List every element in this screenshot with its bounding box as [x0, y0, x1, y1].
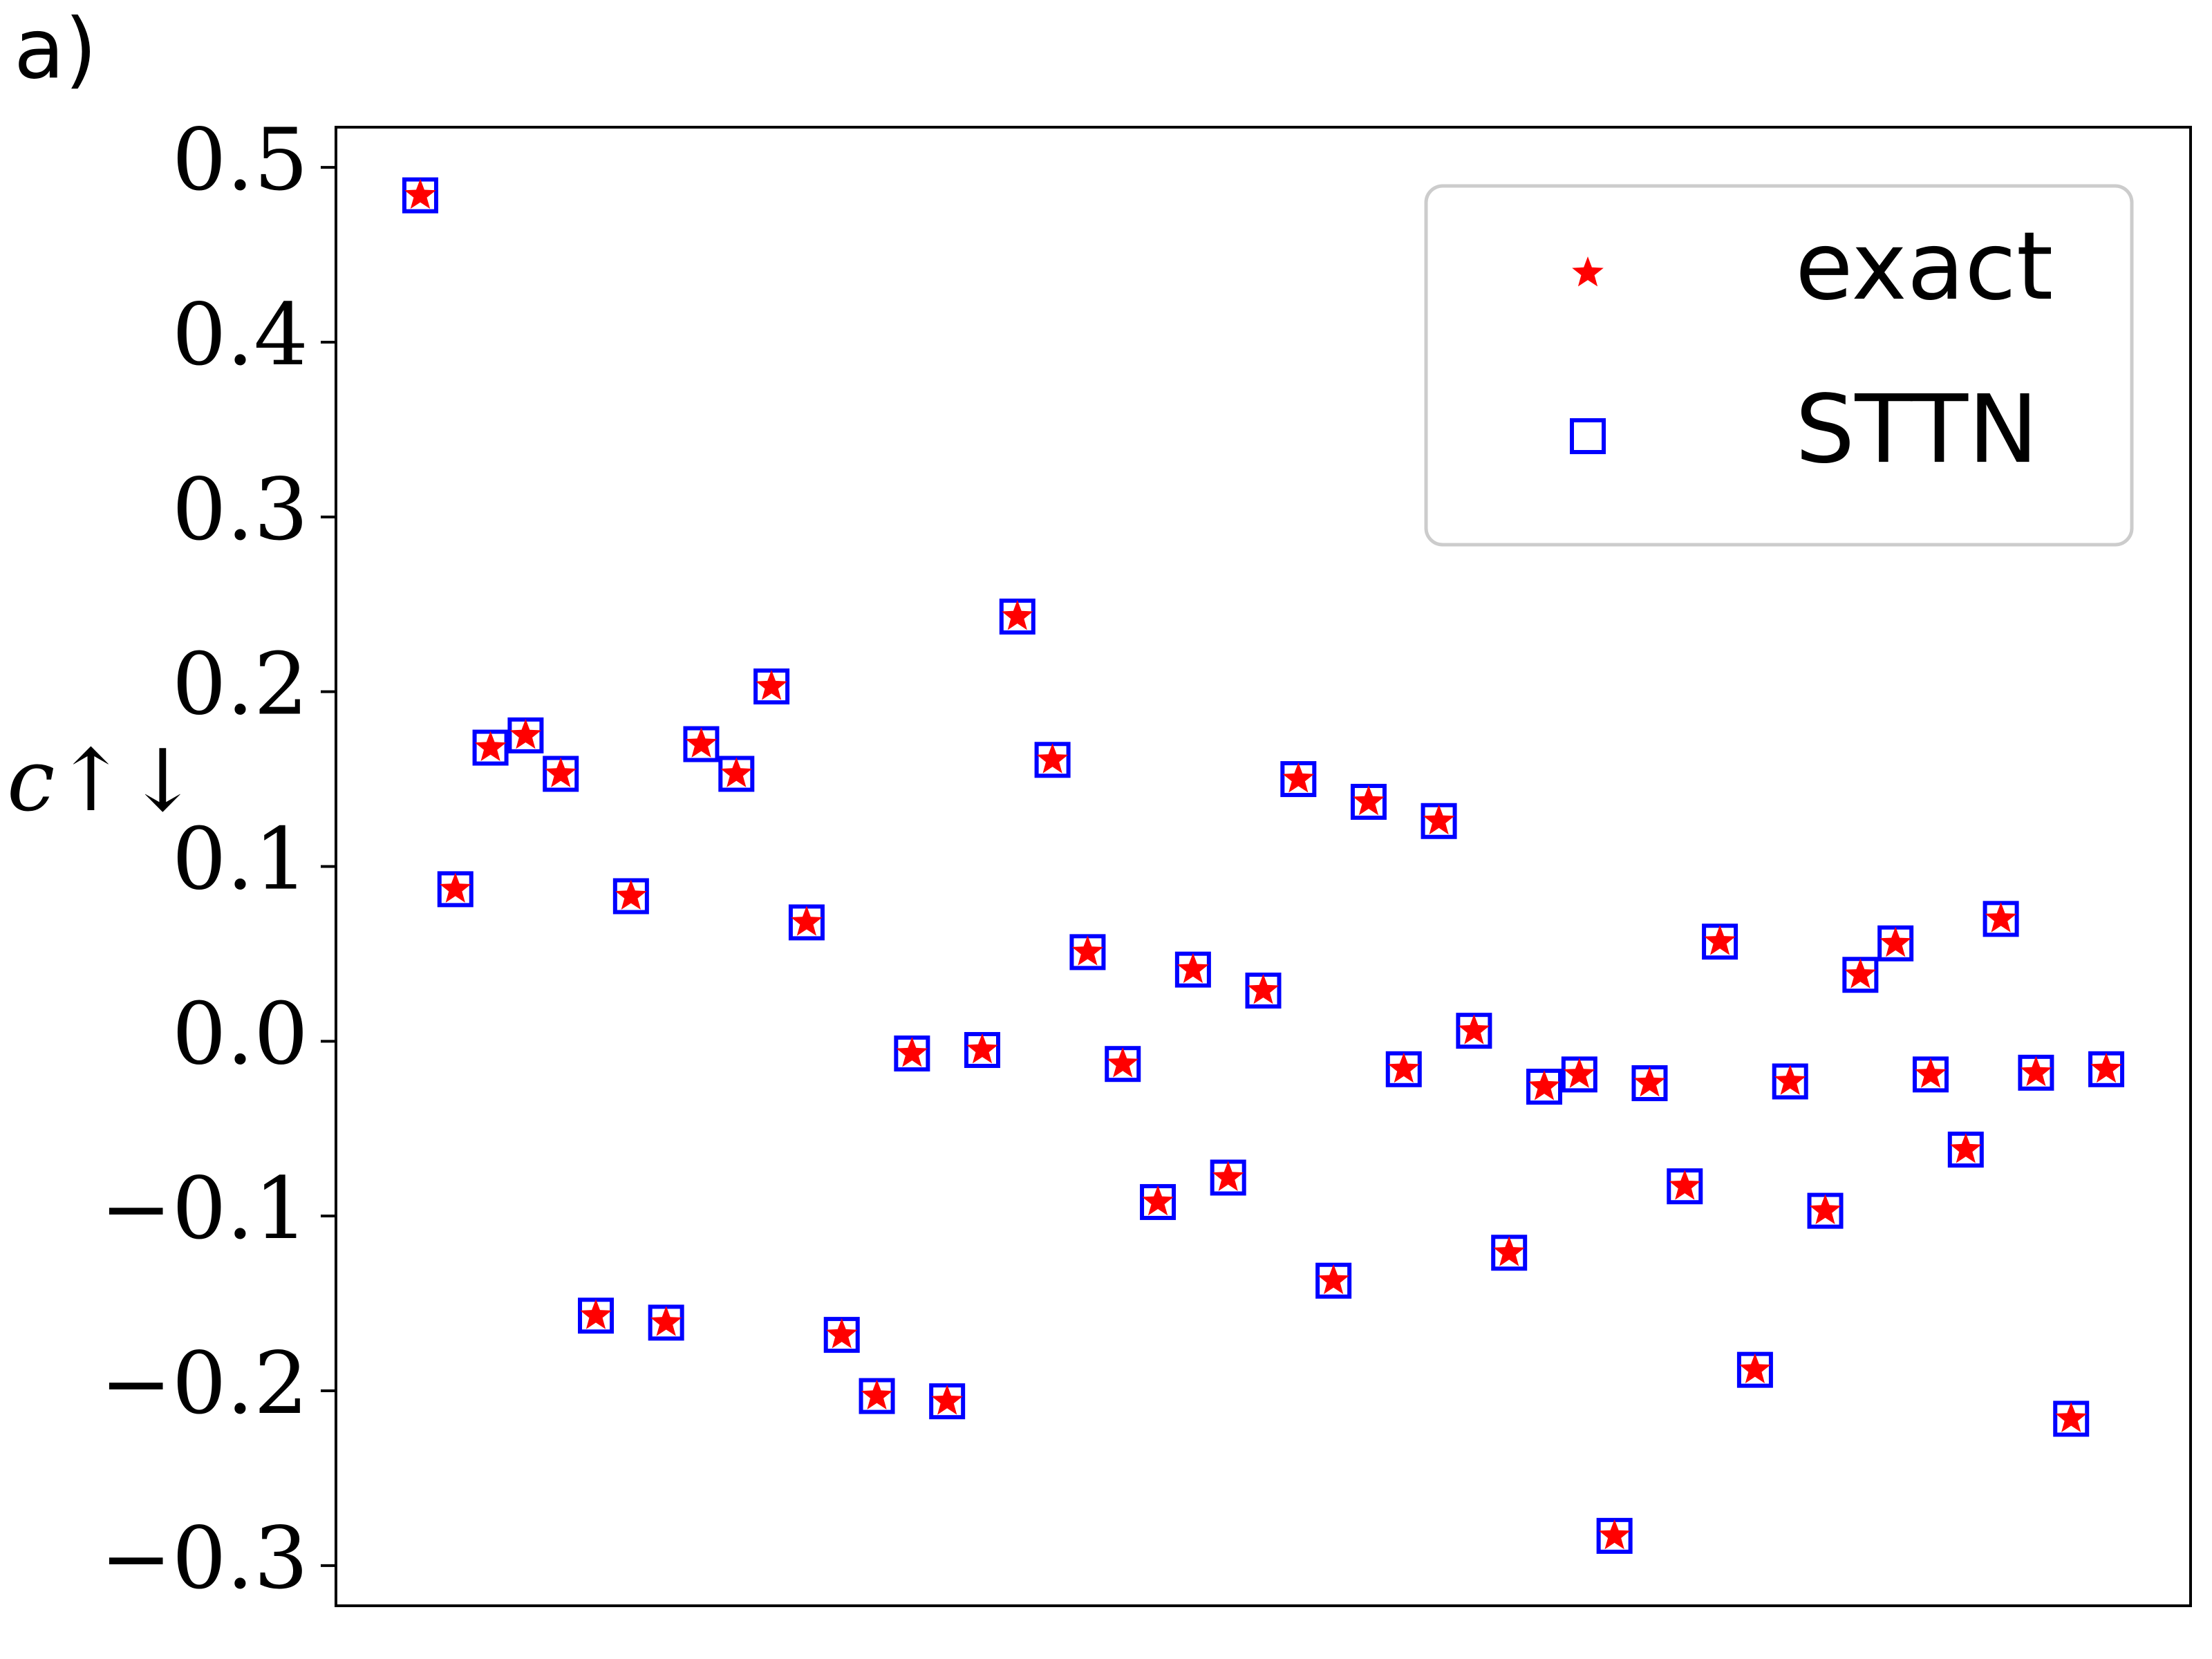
- point-star: [474, 731, 507, 761]
- legend-marker: [1572, 256, 1604, 287]
- point-star: [1282, 762, 1315, 793]
- point-star: [580, 1299, 612, 1329]
- legend-box: [1424, 184, 2134, 547]
- point-star: [650, 1306, 682, 1336]
- point-star: [1985, 902, 2017, 932]
- legend-label: STTN: [1795, 375, 2038, 485]
- point-star: [720, 757, 753, 787]
- point-star: [1107, 1047, 1139, 1078]
- point-star: [1669, 1170, 1701, 1200]
- panel-label: a): [14, 2, 97, 98]
- point-star: [1633, 1067, 1666, 1097]
- point-star: [1774, 1065, 1806, 1095]
- y-tick-label: −0.3: [100, 1509, 308, 1609]
- y-tick-label: 0.3: [172, 460, 308, 560]
- point-star: [545, 757, 577, 787]
- point-star: [791, 906, 823, 936]
- point-star: [1915, 1058, 1947, 1088]
- point-star: [825, 1318, 858, 1349]
- point-star: [1177, 953, 1209, 984]
- point-star: [1387, 1052, 1420, 1083]
- y-axis-label: c↑↓: [7, 731, 198, 831]
- point-star: [1528, 1070, 1560, 1100]
- point-star: [1247, 974, 1280, 1004]
- point-star: [1950, 1133, 1982, 1163]
- y-tick-label: 0.5: [172, 111, 308, 210]
- point-star: [861, 1379, 893, 1409]
- point-star: [1704, 925, 1736, 955]
- y-tick-label: −0.2: [100, 1334, 308, 1434]
- point-star: [615, 879, 647, 910]
- y-tick-label: 0.0: [172, 984, 308, 1084]
- y-tick-label: 0.4: [172, 285, 308, 385]
- point-star: [1458, 1014, 1490, 1044]
- point-star: [756, 670, 787, 700]
- point-star: [1598, 1519, 1631, 1550]
- point-star: [1002, 599, 1033, 630]
- point-star: [2055, 1402, 2088, 1432]
- point-star: [1564, 1058, 1595, 1088]
- point-star: [1423, 804, 1455, 835]
- point-star: [2090, 1052, 2122, 1083]
- point-star: [1318, 1264, 1349, 1295]
- point-star: [1353, 785, 1385, 816]
- point-star: [1880, 926, 1911, 957]
- y-tick-label: 0.1: [172, 810, 308, 910]
- point-star: [1844, 958, 1877, 988]
- y-tick-label: −0.1: [100, 1159, 308, 1259]
- point-star: [509, 718, 542, 749]
- point-star: [1142, 1185, 1174, 1216]
- point-star: [896, 1037, 928, 1067]
- y-tick-label: 0.2: [172, 635, 308, 735]
- point-star: [1071, 935, 1104, 966]
- point-star: [1809, 1194, 1841, 1224]
- legend-label: exact: [1795, 212, 2053, 321]
- point-star: [1739, 1353, 1771, 1384]
- point-star: [966, 1033, 998, 1064]
- point-star: [931, 1385, 963, 1415]
- legend-marker: [1570, 418, 1606, 454]
- point-star: [1212, 1161, 1244, 1191]
- point-star: [1036, 743, 1069, 774]
- point-star: [2020, 1056, 2052, 1087]
- point-star: [1493, 1236, 1525, 1266]
- point-star: [439, 872, 471, 903]
- point-star: [404, 178, 436, 209]
- point-star: [685, 727, 718, 758]
